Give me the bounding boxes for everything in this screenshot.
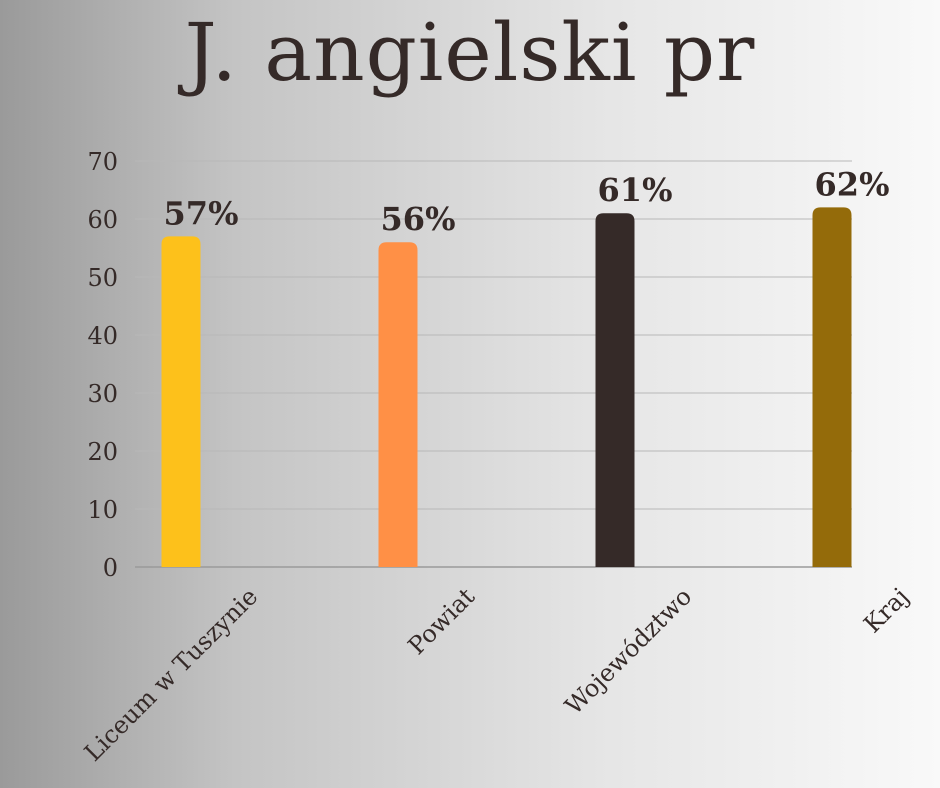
y-tick-label: 60 bbox=[87, 206, 118, 234]
y-tick-label: 70 bbox=[87, 148, 118, 176]
data-label: 61% bbox=[598, 171, 673, 209]
y-tick-label: 20 bbox=[87, 438, 118, 466]
data-label: 56% bbox=[381, 200, 456, 238]
bar bbox=[595, 213, 635, 567]
x-tick-label: Liceum w Tuszynie bbox=[79, 582, 263, 766]
data-label: 62% bbox=[815, 165, 890, 203]
data-label: 57% bbox=[164, 194, 239, 232]
bar bbox=[812, 207, 852, 567]
y-tick-label: 40 bbox=[87, 322, 118, 350]
x-tick-label: Kraj bbox=[858, 582, 914, 638]
bar bbox=[161, 236, 201, 567]
y-tick-label: 0 bbox=[103, 554, 118, 582]
chart-title: J. angielski pr bbox=[184, 6, 756, 99]
y-tick-label: 10 bbox=[87, 496, 118, 524]
x-tick-label: Powiat bbox=[403, 582, 481, 660]
bar bbox=[378, 242, 418, 567]
y-tick-label: 30 bbox=[87, 380, 118, 408]
y-tick-label: 50 bbox=[87, 264, 118, 292]
x-tick-label: Województwo bbox=[560, 582, 698, 720]
